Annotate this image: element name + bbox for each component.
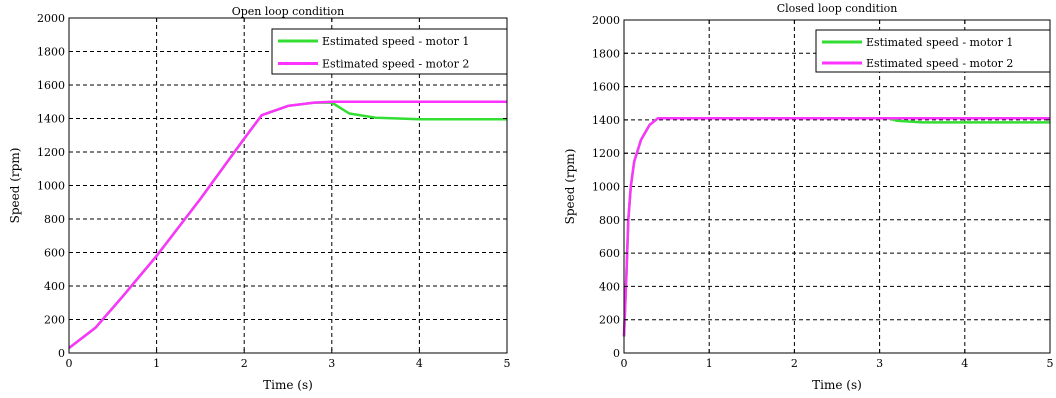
y-tick-label: 1600 [592, 81, 620, 94]
y-tick-label: 200 [44, 314, 65, 327]
x-axis-label: Time (s) [812, 378, 862, 392]
y-tick-label: 400 [599, 280, 620, 293]
x-tick-label: 0 [621, 357, 628, 370]
legend-label-motor-1: Estimated speed - motor 1 [322, 35, 469, 48]
y-tick-label: 1400 [37, 113, 65, 126]
x-tick-label: 2 [241, 357, 248, 370]
y-tick-label: 0 [58, 347, 65, 360]
open-loop-chart: 0 1 2 3 4 5 0 200 400 600 800 1000 1200 1400 1600 1800 2… [8, 5, 511, 392]
x-tick-label: 3 [328, 357, 335, 370]
x-tick-label: 4 [416, 357, 423, 370]
y-tick-label: 200 [599, 314, 620, 327]
x-tick-label: 2 [791, 357, 798, 370]
y-tick-label: 1200 [592, 147, 620, 160]
y-tick-label: 600 [599, 247, 620, 260]
legend-label-motor-2: Estimated speed - motor 2 [866, 57, 1013, 70]
x-tick-label: 0 [66, 357, 73, 370]
x-tick-label: 4 [961, 357, 968, 370]
y-tick-label: 1000 [37, 180, 65, 193]
x-axis-label: Time (s) [263, 378, 313, 392]
legend-label-motor-1: Estimated speed - motor 1 [866, 36, 1013, 49]
series-line-motor-2 [68, 100, 507, 349]
legend-box [271, 28, 508, 75]
y-tick-label: 2000 [592, 14, 620, 27]
y-tick-label: 800 [44, 213, 65, 226]
y-tick-label: 2000 [37, 12, 65, 25]
x-tick-label: 5 [504, 357, 511, 370]
legend-box [815, 29, 1051, 73]
x-tick-label: 1 [153, 357, 160, 370]
y-tick-label: 1600 [37, 79, 65, 92]
y-tick-label: 1800 [37, 46, 65, 59]
y-tick-label: 1800 [592, 47, 620, 60]
y-tick-label: 1400 [592, 114, 620, 127]
closed-loop-chart: 0 1 2 3 4 5 0 200 400 600 800 1000 1200 1400 1600 1800 2… [563, 2, 1054, 392]
legend-label-motor-2: Estimated speed - motor 2 [322, 58, 469, 71]
x-tick-label: 5 [1047, 357, 1054, 370]
chart-title: Closed loop condition [777, 2, 898, 15]
y-tick-label: 0 [613, 347, 620, 360]
x-tick-label: 1 [706, 357, 713, 370]
y-tick-label: 600 [44, 247, 65, 260]
y-tick-label: 1000 [592, 181, 620, 194]
y-tick-label: 800 [599, 214, 620, 227]
y-axis-label: Speed (rpm) [8, 148, 22, 224]
y-tick-label: 1200 [37, 146, 65, 159]
y-axis-label: Speed (rpm) [563, 149, 577, 225]
y-tick-label: 400 [44, 280, 65, 293]
x-tick-label: 3 [876, 357, 883, 370]
chart-title: Open loop condition [232, 5, 345, 18]
